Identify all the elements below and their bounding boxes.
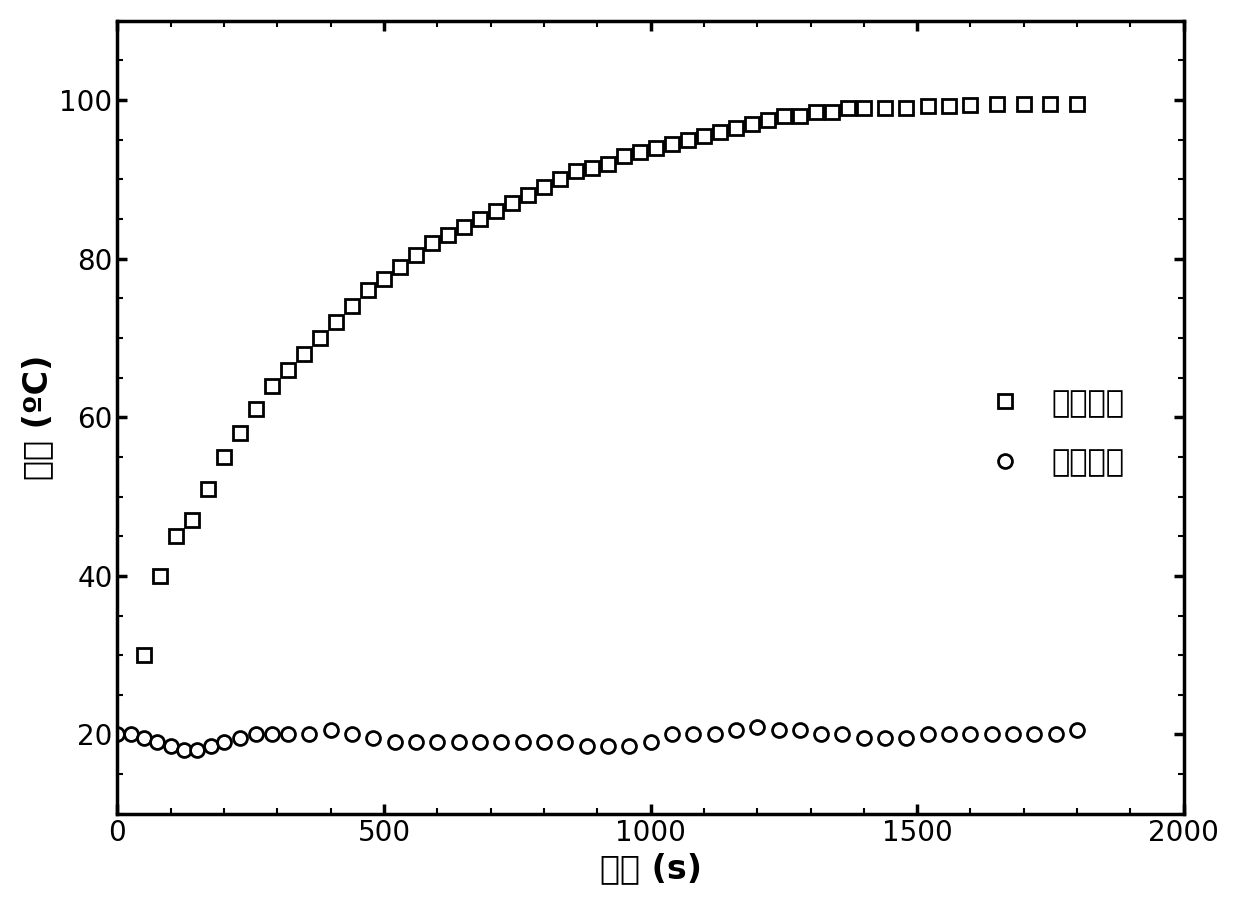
环境温度 xyxy=(324,725,339,736)
环境温度 xyxy=(150,737,165,747)
环境温度 xyxy=(963,729,978,740)
蒸汽温度 xyxy=(136,650,151,660)
环境温度 xyxy=(1027,729,1042,740)
环境温度 xyxy=(1006,729,1021,740)
环境温度 xyxy=(430,737,445,747)
环境温度 xyxy=(644,737,658,747)
环境温度 xyxy=(813,729,828,740)
环境温度 xyxy=(857,733,872,744)
环境温度 xyxy=(600,741,615,752)
环境温度 xyxy=(558,737,573,747)
蒸汽温度 xyxy=(233,428,248,439)
环境温度 xyxy=(217,737,232,747)
环境温度 xyxy=(665,729,680,740)
环境温度 xyxy=(190,745,205,756)
环境温度 xyxy=(686,729,701,740)
环境温度 xyxy=(176,745,191,756)
环境温度 xyxy=(164,741,179,752)
环境温度 xyxy=(920,729,935,740)
Line: 环境温度: 环境温度 xyxy=(110,719,1084,757)
环境温度 xyxy=(123,729,138,740)
环境温度 xyxy=(728,725,743,736)
环境温度 xyxy=(451,737,466,747)
环境温度 xyxy=(985,729,999,740)
Y-axis label: 温度 (ºC): 温度 (ºC) xyxy=(21,354,53,480)
X-axis label: 时间 (s): 时间 (s) xyxy=(600,853,702,885)
环境温度 xyxy=(1070,725,1085,736)
蒸汽温度 xyxy=(920,101,935,112)
环境温度 xyxy=(472,737,487,747)
蒸汽温度 xyxy=(296,349,311,360)
环境温度 xyxy=(366,733,381,744)
环境温度 xyxy=(301,729,316,740)
蒸汽温度 xyxy=(1043,99,1058,110)
环境温度 xyxy=(621,741,636,752)
环境温度 xyxy=(707,729,722,740)
环境温度 xyxy=(264,729,279,740)
蒸汽温度 xyxy=(456,222,471,233)
环境温度 xyxy=(515,737,529,747)
环境温度 xyxy=(110,729,125,740)
Legend: 蒸汽温度, 环境温度: 蒸汽温度, 环境温度 xyxy=(962,377,1137,489)
环境温度 xyxy=(835,729,849,740)
蒸汽温度 xyxy=(345,301,360,312)
环境温度 xyxy=(280,729,295,740)
环境温度 xyxy=(771,725,786,736)
环境温度 xyxy=(233,733,248,744)
环境温度 xyxy=(537,737,552,747)
环境温度 xyxy=(792,725,807,736)
环境温度 xyxy=(750,721,765,732)
环境温度 xyxy=(387,737,402,747)
蒸汽温度 xyxy=(1070,99,1085,110)
环境温度 xyxy=(941,729,956,740)
环境温度 xyxy=(136,733,151,744)
环境温度 xyxy=(1048,729,1063,740)
环境温度 xyxy=(899,733,914,744)
环境温度 xyxy=(248,729,263,740)
环境温度 xyxy=(579,741,594,752)
环境温度 xyxy=(345,729,360,740)
蒸汽温度 xyxy=(990,99,1004,110)
环境温度 xyxy=(878,733,893,744)
环境温度 xyxy=(203,741,218,752)
环境温度 xyxy=(408,737,423,747)
Line: 蒸汽温度: 蒸汽温度 xyxy=(138,97,1084,662)
环境温度 xyxy=(494,737,508,747)
